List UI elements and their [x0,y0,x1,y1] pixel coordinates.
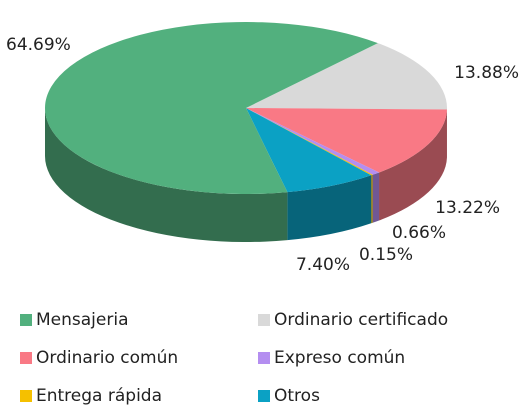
legend-label: Mensajeria [36,310,129,330]
pie-side [371,174,373,224]
legend-swatch [20,314,32,326]
pie-slice [246,108,373,176]
pie-slice [44,21,378,194]
legend-swatch [258,352,270,364]
legend-swatch [20,390,32,402]
pie-side [372,172,380,223]
pie-side [379,109,447,221]
data-label: 7.40% [296,255,350,275]
data-label: 13.22% [435,198,500,218]
pie-slice [246,108,372,193]
legend-swatch [258,390,270,402]
legend-label: Ordinario certificado [274,310,448,330]
legend-label: Entrega rápida [36,386,162,406]
pie-side [45,108,288,242]
pie-slice [246,108,380,175]
data-label: 64.69% [6,35,71,55]
data-label: 0.66% [392,223,446,243]
legend-label: Otros [274,386,320,406]
data-label: 0.15% [359,245,413,265]
legend-swatch [258,314,270,326]
pie-slice [246,108,447,173]
pie-side [287,175,372,241]
data-label: 13.88% [454,63,519,83]
legend-label: Expreso común [274,348,405,368]
legend-swatch [20,352,32,364]
pie-slice [246,43,447,110]
legend-label: Ordinario común [36,348,178,368]
